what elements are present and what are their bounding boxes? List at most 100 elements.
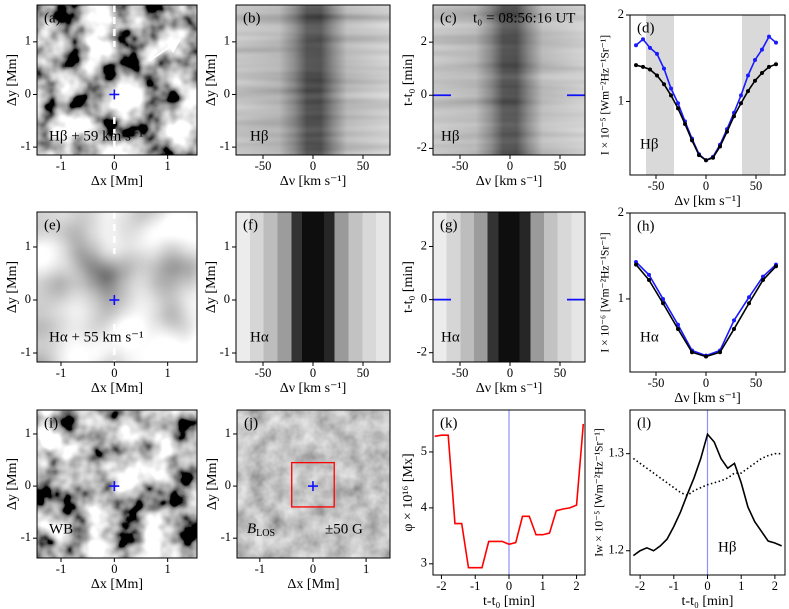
data-point [669, 93, 673, 98]
y-axis-label: t-t₀ [min] [401, 54, 416, 106]
x-tick-label: 0 [507, 159, 513, 173]
x-axis-label: t-t₀ [min] [682, 594, 734, 609]
panel-label: (k) [440, 415, 458, 431]
map-image [37, 212, 197, 362]
plot-frame [36, 211, 198, 363]
panel [236, 212, 390, 362]
y-tick-label: 1 [224, 239, 230, 253]
map-image [37, 410, 197, 558]
annotation: BLOS [247, 521, 275, 539]
y-tick-label: 1 [618, 291, 624, 305]
panel-label: (j) [244, 415, 258, 431]
annotation: WB [49, 521, 73, 537]
panel-label: (a) [44, 10, 61, 26]
y-tick-label: 0 [25, 478, 31, 492]
data-point [641, 37, 645, 42]
y-axis-label: I × 10⁻⁵ [Wm⁻²Hz⁻¹Sr⁻¹] [600, 35, 612, 155]
plot-frame [432, 4, 586, 156]
spectrum-image [236, 212, 390, 362]
data-point [634, 262, 638, 267]
x-tick-label: 0 [111, 159, 117, 173]
y-tick-label: 0 [421, 291, 427, 305]
x-tick-label: 2 [573, 579, 579, 593]
y-tick-label: 0 [25, 292, 31, 306]
y-tick-label: -1 [220, 345, 230, 359]
y-tick-label: 5 [421, 444, 427, 458]
x-axis-label: t-t₀ [min] [483, 594, 535, 609]
x-tick-label: -50 [255, 366, 272, 380]
panel-label: (g) [440, 217, 458, 233]
x-axis-label: Δx [Mm] [287, 577, 339, 592]
x-axis-label: Δν [km s⁻¹] [674, 194, 741, 209]
data-point [655, 51, 659, 56]
x-tick-label: 50 [554, 159, 567, 173]
plot-frame [236, 409, 391, 559]
y-tick-label: 1 [225, 426, 231, 440]
panel-label: (i) [44, 415, 58, 431]
x-axis-label: Δν [km s⁻¹] [674, 391, 741, 406]
panel [634, 259, 778, 359]
y-axis-label: φ × 10¹⁶ [Mx] [401, 453, 416, 531]
data-point [704, 158, 708, 163]
y-tick-label: -2 [417, 140, 427, 154]
plot-frame [36, 409, 198, 559]
y-tick-label: 1 [224, 34, 230, 48]
data-point [760, 70, 764, 75]
y-axis-label: Δy [Mm] [5, 54, 20, 106]
x-tick-label: -1 [56, 562, 66, 576]
y-tick-label: -1 [21, 345, 31, 359]
data-point [732, 114, 736, 119]
data-point [655, 73, 659, 78]
data-point [760, 47, 764, 52]
y-tick-label: 1 [618, 93, 624, 107]
data-point [732, 318, 736, 323]
y-axis-label: Iw × 10⁻⁵ [Wm⁻²Hz⁻¹Sr⁻¹] [594, 428, 606, 556]
x-tick-label: 50 [357, 366, 370, 380]
data-point [774, 264, 778, 269]
annotation: Hβ [441, 128, 459, 144]
x-axis-label: Δν [km s⁻¹] [476, 381, 543, 396]
x-tick-label: -1 [56, 159, 66, 173]
data-point [767, 34, 771, 39]
data-point [718, 350, 722, 355]
panel-label: (l) [637, 415, 651, 431]
data-point [662, 66, 666, 71]
y-tick-label: 1.2 [608, 543, 624, 557]
data-point [739, 93, 743, 98]
data-point [746, 89, 750, 94]
data-point [647, 278, 651, 283]
data-point [704, 354, 708, 359]
x-tick-label: 0 [704, 579, 710, 593]
annotation: Hα [640, 329, 659, 345]
map-image [37, 5, 197, 155]
annotation: Hα + 55 km s⁻¹ [49, 329, 144, 345]
y-axis-label: Δy [Mm] [5, 458, 20, 510]
y-tick-label: 1 [25, 34, 31, 48]
x-tick-label: 50 [554, 366, 567, 380]
x-axis-label: Δx [Mm] [91, 174, 143, 189]
data-point [774, 62, 778, 67]
y-tick-label: 2 [421, 238, 427, 252]
data-point [767, 64, 771, 69]
data-point [697, 153, 701, 158]
data-point [661, 301, 665, 306]
data-point [761, 274, 765, 279]
x-tick-label: 0 [310, 366, 316, 380]
data-point [676, 327, 680, 332]
series-line [434, 423, 585, 569]
x-tick-label: -50 [255, 159, 272, 173]
x-tick-label: 1 [738, 579, 744, 593]
x-axis-label: Δx [Mm] [91, 381, 143, 396]
x-tick-label: 1 [165, 562, 171, 576]
y-tick-label: 2 [618, 7, 624, 21]
panel [37, 410, 197, 558]
plot-frame [36, 4, 198, 156]
panel-label: (h) [637, 218, 655, 234]
y-axis-label: Δy [Mm] [204, 261, 219, 313]
data-point [753, 57, 757, 62]
data-point [725, 129, 729, 134]
x-axis-label: Δν [km s⁻¹] [280, 174, 347, 189]
data-point [746, 73, 750, 78]
data-point [739, 101, 743, 106]
